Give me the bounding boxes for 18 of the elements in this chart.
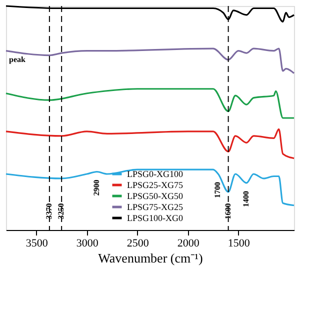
ref-line-label: 1600 <box>223 203 232 220</box>
ref-line-label: 3250 <box>56 203 66 220</box>
legend-label: LPSG0-XG100 <box>127 169 184 179</box>
annotation: peak <box>9 55 26 64</box>
x-tick-label: 3000 <box>76 238 99 250</box>
legend-label: LPSG75-XG25 <box>127 202 184 212</box>
annotation: 2900 <box>92 180 101 196</box>
legend-label: LPSG25-XG75 <box>127 180 184 190</box>
x-tick-label: 3500 <box>26 238 48 250</box>
annotation: 1400 <box>242 190 251 207</box>
ref-line-label: 3370 <box>44 203 54 220</box>
legend-label: LPSG50-XG50 <box>127 191 184 201</box>
x-tick-label: 2000 <box>177 238 200 250</box>
x-tick-label: 2500 <box>126 238 150 250</box>
x-axis-title: Wavenumber (cm⁻¹) <box>98 250 203 266</box>
annotation: 1700 <box>213 182 222 198</box>
x-tick-label: 1500 <box>228 238 250 250</box>
legend-label: LPSG100-XG0 <box>127 213 184 223</box>
